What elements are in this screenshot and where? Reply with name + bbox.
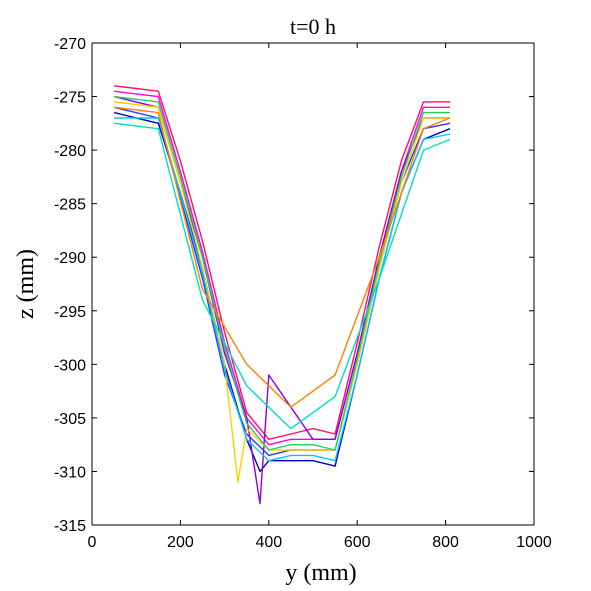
y-tick-label: -290 bbox=[54, 250, 86, 267]
series-layer bbox=[113, 85, 451, 505]
y-tick-label: -285 bbox=[54, 197, 86, 214]
series-line-5 bbox=[113, 95, 450, 505]
x-axis-title: y (mm) bbox=[285, 560, 356, 586]
y-tick-label: -310 bbox=[54, 464, 86, 481]
y-tick-label: -280 bbox=[54, 143, 86, 160]
series-line-4 bbox=[114, 85, 450, 440]
y-tick-label: -300 bbox=[54, 357, 86, 374]
series-line-8 bbox=[114, 95, 450, 451]
x-tick-label: 800 bbox=[432, 534, 459, 551]
x-tick-label: 400 bbox=[255, 534, 282, 551]
y-tick-label: -270 bbox=[54, 36, 86, 53]
series-line-10 bbox=[114, 122, 451, 430]
y-tick-label: -305 bbox=[54, 411, 86, 428]
plot-frame bbox=[91, 42, 535, 526]
x-tick-label: 1000 bbox=[516, 534, 552, 551]
x-tick-label: 0 bbox=[88, 534, 97, 551]
y-tick-label: -275 bbox=[54, 90, 86, 107]
x-tick-label: 600 bbox=[344, 534, 371, 551]
chart-title: t=0 h bbox=[290, 14, 336, 39]
x-tick-label: 200 bbox=[167, 534, 194, 551]
ticks-layer: 0 200 400 600 800 1000 -270 -275 -280 -285 -290 -29… bbox=[54, 36, 552, 551]
y-tick-label: -315 bbox=[54, 518, 86, 535]
series-line-9 bbox=[114, 106, 451, 408]
series-line-7 bbox=[114, 117, 451, 462]
y-tick-label: -295 bbox=[54, 304, 86, 321]
y-axis-title: z (mm) bbox=[13, 249, 39, 319]
